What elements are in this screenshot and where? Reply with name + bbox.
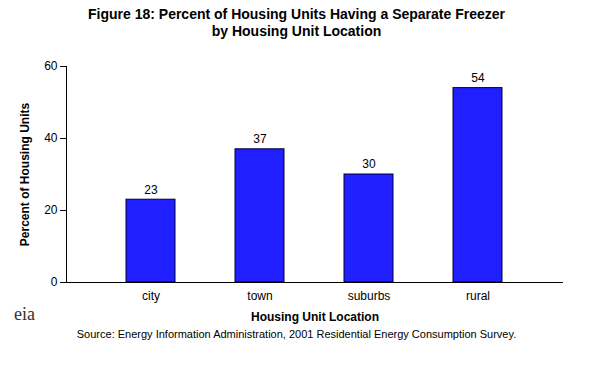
html-text:Source: Energy Information Adm: Source: Energy Information Administratio… [76,328,517,340]
svg-text:60: 60 [44,59,58,73]
svg-text:20: 20 [44,203,58,217]
svg-text:54: 54 [471,71,485,85]
svg-text:suburbs: suburbs [348,289,391,303]
html-text:Figure 18: Percent of Housing: Figure 18: Percent of Housing Units Havi… [88,6,505,39]
svg-text:city: city [142,289,160,303]
svg-text:30: 30 [362,157,376,171]
svg-text:rural: rural [466,289,490,303]
svg-text:town: town [247,289,272,303]
html-text:eia: eia [14,304,35,324]
svg-text:0: 0 [51,275,58,289]
svg-text:Housing Unit Location: Housing Unit Location [251,310,379,324]
svg-text:Percent of Housing Units: Percent of Housing Units [18,103,32,247]
svg-text:37: 37 [253,132,267,146]
svg-text:40: 40 [44,131,58,145]
svg-text:23: 23 [144,183,158,197]
